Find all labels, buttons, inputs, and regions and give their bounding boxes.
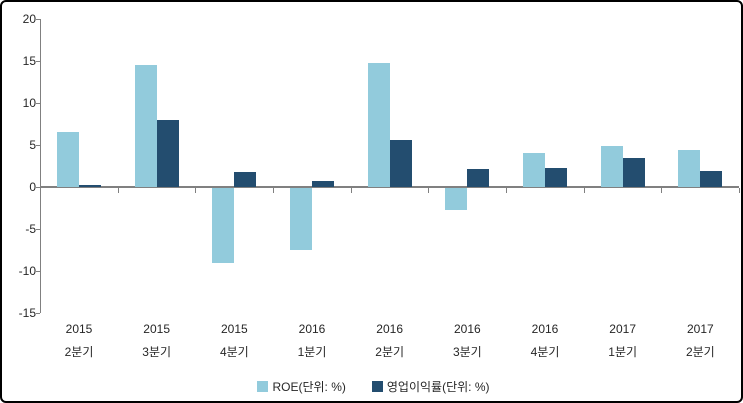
legend-label-roe: ROE(단위: %) <box>272 379 346 394</box>
x-category-year-label: 2017 <box>609 322 636 336</box>
legend-item-roe: ROE(단위: %) <box>257 378 346 395</box>
x-axis-tick <box>273 188 274 193</box>
x-category-year-label: 2016 <box>376 322 403 336</box>
x-axis-tick <box>661 188 663 193</box>
y-axis-tick <box>36 187 40 188</box>
bar-operating-margin <box>700 171 723 187</box>
x-category-year-label: 2015 <box>65 322 93 336</box>
x-category-quarter-label: 2분기 <box>375 345 405 359</box>
y-axis-tick <box>36 229 40 230</box>
x-category-year-label: 2015 <box>220 322 248 336</box>
bar-operating-margin <box>311 181 334 187</box>
bar-operating-margin <box>234 171 257 187</box>
bar-roe <box>212 188 235 263</box>
legend-label-operating-margin: 영업이익률(단위: %) <box>386 379 490 394</box>
roe-swatch-icon <box>257 380 269 392</box>
x-category-year-label: 2016 <box>298 322 326 336</box>
x-axis-tick <box>350 188 352 193</box>
x-axis-tick <box>195 188 197 193</box>
bar-operating-margin <box>78 185 101 187</box>
x-category-quarter-label: 3분기 <box>142 345 172 359</box>
bar-roe <box>445 188 468 210</box>
y-tick-label: 5 <box>29 138 36 152</box>
legend: ROE(단위: %) 영업이익률(단위: %) <box>2 375 741 397</box>
bar-operating-margin <box>389 139 412 187</box>
x-axis-tick <box>428 188 430 193</box>
bar-roe <box>600 145 623 187</box>
y-axis-tick <box>36 313 40 314</box>
x-category-quarter-label: 4분기 <box>219 345 249 359</box>
bar-operating-margin <box>156 119 179 187</box>
legend-item-operating-margin: 영업이익률(단위: %) <box>371 378 490 395</box>
x-category-quarter-label: 4분기 <box>530 345 560 359</box>
x-category-quarter-label: 1분기 <box>608 345 638 359</box>
y-tick-label: -10 <box>18 264 36 278</box>
y-axis-tick <box>36 61 40 62</box>
x-axis-tick <box>40 188 41 193</box>
x-axis-tick <box>117 188 119 193</box>
x-axis-tick <box>583 188 585 193</box>
y-tick-label: 15 <box>22 54 36 68</box>
bar-operating-margin <box>467 169 490 187</box>
x-category-quarter-label: 1분기 <box>297 345 327 359</box>
x-category-year-label: 2017 <box>686 322 714 336</box>
y-axis-tick <box>36 145 40 146</box>
bar-roe <box>56 132 79 187</box>
y-tick-label: 10 <box>22 96 36 110</box>
y-tick-label: 20 <box>22 12 36 26</box>
bar-roe <box>678 150 701 187</box>
x-axis-tick <box>739 188 740 193</box>
bar-roe <box>522 153 545 187</box>
x-category-quarter-label: 3분기 <box>452 345 482 359</box>
y-tick-label: -15 <box>18 306 36 320</box>
bar-operating-margin <box>544 167 567 187</box>
bar-roe <box>367 62 390 187</box>
bar-roe <box>134 65 157 187</box>
y-axis-tick <box>36 103 40 104</box>
x-category-year-label: 2016 <box>531 322 559 336</box>
x-category-year-label: 2016 <box>453 322 481 336</box>
y-tick-label: -5 <box>25 222 36 236</box>
y-axis-line <box>40 19 41 313</box>
x-category-quarter-label: 2분기 <box>685 345 715 359</box>
y-axis-tick <box>36 19 40 20</box>
operating-margin-swatch-icon <box>371 380 383 392</box>
y-tick-label: 0 <box>29 180 36 194</box>
bar-operating-margin <box>622 157 645 187</box>
y-axis-tick <box>36 271 40 272</box>
x-axis-line <box>40 186 739 188</box>
x-category-year-label: 2015 <box>143 322 170 336</box>
bar-roe <box>289 188 312 251</box>
x-category-quarter-label: 2분기 <box>64 345 94 359</box>
x-axis-tick <box>506 188 507 193</box>
